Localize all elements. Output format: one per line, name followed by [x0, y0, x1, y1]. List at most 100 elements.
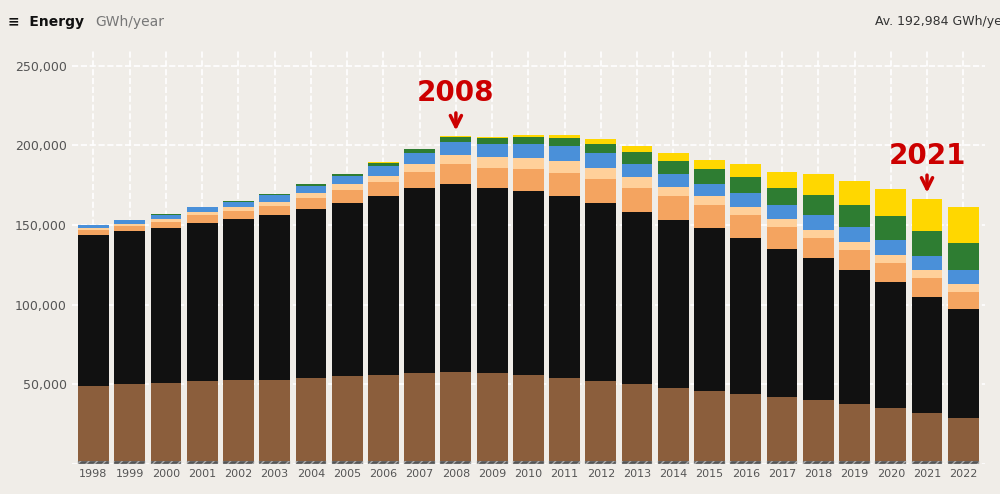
Bar — [440, 461, 471, 464]
Bar — [513, 192, 544, 375]
Bar — [839, 404, 870, 461]
Bar — [223, 219, 254, 380]
Bar — [622, 153, 652, 164]
Bar — [839, 181, 870, 205]
Bar — [767, 171, 797, 188]
Bar — [440, 183, 471, 371]
Bar — [875, 240, 906, 255]
Text: 2021: 2021 — [888, 142, 966, 189]
Bar — [622, 146, 652, 153]
Bar — [440, 137, 471, 142]
Bar — [477, 188, 508, 373]
Bar — [78, 228, 109, 230]
Bar — [368, 461, 399, 464]
Bar — [223, 461, 254, 464]
Bar — [803, 195, 834, 215]
Bar — [78, 235, 109, 386]
Bar — [767, 461, 797, 464]
Bar — [151, 461, 181, 464]
Bar — [332, 461, 363, 464]
Bar — [585, 153, 616, 167]
Bar — [549, 196, 580, 378]
Bar — [875, 263, 906, 283]
Bar — [477, 167, 508, 188]
Bar — [658, 153, 689, 161]
Bar — [912, 279, 942, 297]
Bar — [622, 177, 652, 188]
Bar — [259, 461, 290, 464]
Bar — [296, 193, 326, 198]
Bar — [223, 201, 254, 202]
Bar — [622, 461, 652, 464]
Bar — [694, 196, 725, 205]
Bar — [549, 378, 580, 461]
Bar — [151, 383, 181, 461]
Bar — [513, 135, 544, 137]
Bar — [767, 188, 797, 205]
Bar — [803, 400, 834, 461]
Text: GWh/year: GWh/year — [95, 15, 164, 29]
Bar — [948, 292, 979, 309]
Bar — [585, 144, 616, 153]
Text: ≡  Energy: ≡ Energy — [8, 15, 84, 29]
Bar — [368, 196, 399, 375]
Bar — [513, 144, 544, 158]
Bar — [549, 173, 580, 196]
Bar — [767, 397, 797, 461]
Bar — [730, 215, 761, 238]
Bar — [368, 163, 399, 166]
Text: Av. 192,984 GWh/year: Av. 192,984 GWh/year — [875, 15, 1000, 28]
Bar — [730, 177, 761, 193]
Bar — [332, 376, 363, 461]
Bar — [767, 219, 797, 227]
Bar — [259, 196, 290, 202]
Bar — [296, 198, 326, 209]
Bar — [114, 224, 145, 226]
Bar — [477, 157, 508, 167]
Bar — [151, 214, 181, 219]
Bar — [912, 297, 942, 413]
Bar — [875, 283, 906, 409]
Bar — [78, 230, 109, 235]
Bar — [513, 169, 544, 192]
Bar — [730, 206, 761, 215]
Bar — [151, 228, 181, 383]
Bar — [694, 169, 725, 183]
Bar — [440, 142, 471, 155]
Bar — [912, 413, 942, 461]
Bar — [912, 256, 942, 270]
Bar — [767, 227, 797, 249]
Bar — [477, 461, 508, 464]
Bar — [259, 194, 290, 196]
Bar — [658, 196, 689, 220]
Bar — [694, 160, 725, 169]
Bar — [839, 461, 870, 464]
Bar — [404, 165, 435, 172]
Bar — [694, 183, 725, 196]
Bar — [513, 158, 544, 169]
Bar — [440, 155, 471, 165]
Bar — [658, 461, 689, 464]
Bar — [368, 375, 399, 461]
Bar — [585, 461, 616, 464]
Bar — [404, 149, 435, 153]
Bar — [440, 136, 471, 137]
Bar — [803, 215, 834, 230]
Bar — [151, 219, 181, 222]
Bar — [187, 381, 218, 461]
Bar — [259, 202, 290, 206]
Bar — [585, 139, 616, 144]
Bar — [477, 138, 508, 144]
Bar — [368, 182, 399, 196]
Bar — [912, 199, 942, 231]
Bar — [948, 244, 979, 270]
Bar — [948, 461, 979, 464]
Bar — [368, 175, 399, 182]
Bar — [912, 231, 942, 256]
Bar — [875, 255, 906, 263]
Bar — [694, 205, 725, 228]
Bar — [404, 373, 435, 461]
Bar — [948, 309, 979, 418]
Bar — [730, 165, 761, 177]
Bar — [223, 380, 254, 461]
